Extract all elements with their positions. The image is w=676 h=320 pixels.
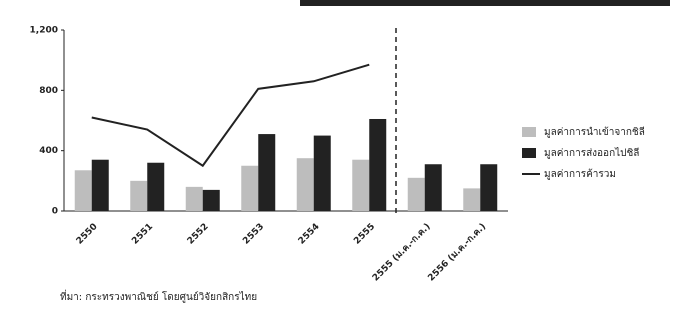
x-tick-label: 2555 (ม.ค.-ก.ค.) — [371, 222, 433, 284]
x-tick-label: 2553 — [241, 222, 266, 247]
y-tick-label: 800 — [39, 86, 58, 96]
bar — [258, 134, 276, 211]
bar — [202, 189, 220, 211]
bar — [91, 159, 109, 211]
bar — [241, 165, 259, 211]
bar — [424, 164, 442, 211]
x-tick-label: 2552 — [186, 222, 211, 247]
x-tick-label: 2556 (ม.ค.-ก.ค.) — [426, 222, 488, 284]
x-tick-label: 2550 — [75, 222, 100, 247]
x-tick-label: 2555 — [352, 222, 377, 247]
line — [91, 63, 370, 168]
bar — [407, 177, 425, 211]
legend-marker — [522, 148, 536, 158]
bar — [313, 135, 331, 211]
bar — [369, 118, 387, 211]
bar — [352, 159, 370, 211]
x-tick-label: 2551 — [130, 222, 155, 247]
y-tick-label: 400 — [39, 146, 58, 156]
bar — [130, 180, 148, 211]
frame-bar — [300, 0, 670, 6]
y-tick-label: 0 — [52, 207, 58, 217]
bar — [296, 158, 314, 211]
y-tick-label: 1,200 — [30, 26, 58, 36]
source: ที่มา: กระทรวงพาณิชย์ โดยศูนย์วิจัยกสิกร… — [60, 289, 257, 303]
legend-label: มูลค่าการส่งออกไปชิลี — [544, 147, 639, 159]
bar — [480, 164, 498, 211]
legend-marker — [522, 127, 536, 137]
legend-label: มูลค่าการค้ารวม — [544, 168, 616, 180]
bar — [147, 162, 165, 211]
x-tick-label: 2554 — [297, 222, 322, 247]
bar — [74, 170, 92, 211]
legend-label: มูลค่าการนำเข้าจากชิลี — [544, 126, 645, 138]
bar — [185, 186, 203, 211]
bar — [463, 188, 481, 211]
